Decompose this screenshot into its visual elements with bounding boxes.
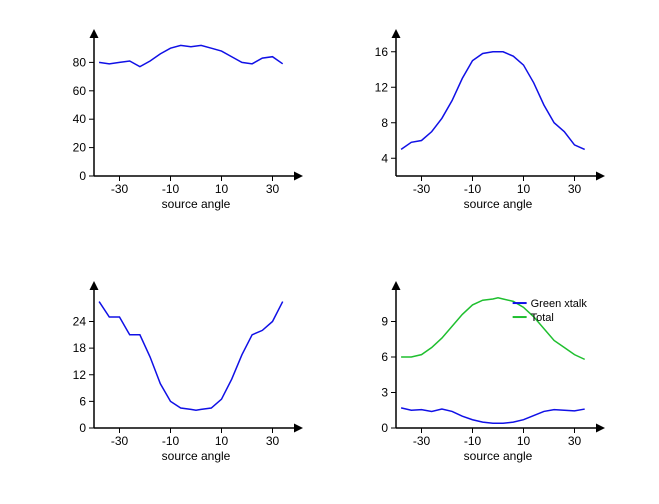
panel-xtalk: -30-10103006121824source anglegreen/blue… [66,276,306,466]
x-tick-label: 10 [517,434,531,448]
y-tick-label: 20 [73,141,87,155]
y-tick-label: 40 [73,112,87,126]
x-tick-label: 30 [266,182,280,196]
x-tick-label: 30 [568,182,582,196]
y-tick-label: 0 [79,169,86,183]
x-tick-label: -10 [464,182,482,196]
y-tick-label: 3 [381,386,388,400]
y-tick-label: 6 [381,350,388,364]
series-crosstalk [99,302,283,411]
x-tick-label: 10 [215,182,229,196]
legend-label: Total [531,312,554,324]
x-tick-label: 30 [568,434,582,448]
panel-eqe: -30-101030481216source angleEQE % [368,24,608,214]
x-tick-label: -10 [162,182,180,196]
y-tick-label: 4 [381,151,388,165]
x-axis-label: source angle [162,197,231,211]
legend-label: Green xtalk [531,298,588,310]
panel-current: -30-1010300369source angleCurent (pA)Gre… [368,276,608,466]
x-tick-label: -30 [111,182,129,196]
x-tick-label: 10 [517,182,531,196]
y-tick-label: 16 [375,45,389,59]
x-tick-label: 30 [266,434,280,448]
y-tick-label: 12 [375,80,389,94]
x-tick-label: -30 [413,182,431,196]
y-tick-label: 8 [381,116,388,130]
x-tick-label: 10 [215,434,229,448]
x-axis-label: source angle [464,449,533,463]
series-green-xtalk [401,408,585,423]
series-iqe [99,45,283,66]
y-tick-label: 60 [73,84,87,98]
x-axis-label: source angle [162,449,231,463]
panel-iqe: -30-101030020406080source angleIQE % [66,24,306,214]
y-tick-label: 80 [73,55,87,69]
y-tick-label: 0 [381,421,388,435]
x-tick-label: -10 [162,434,180,448]
x-tick-label: -30 [413,434,431,448]
x-tick-label: -10 [464,434,482,448]
y-tick-label: 12 [73,368,87,382]
x-tick-label: -30 [111,434,129,448]
y-tick-label: 9 [381,315,388,329]
x-axis-label: source angle [464,197,533,211]
y-tick-label: 6 [79,394,86,408]
y-tick-label: 18 [73,341,87,355]
series-eqe [401,52,585,150]
figure-2x2: -30-101030020406080source angleIQE %-30-… [0,0,659,504]
y-tick-label: 24 [73,315,87,329]
y-tick-label: 0 [79,421,86,435]
